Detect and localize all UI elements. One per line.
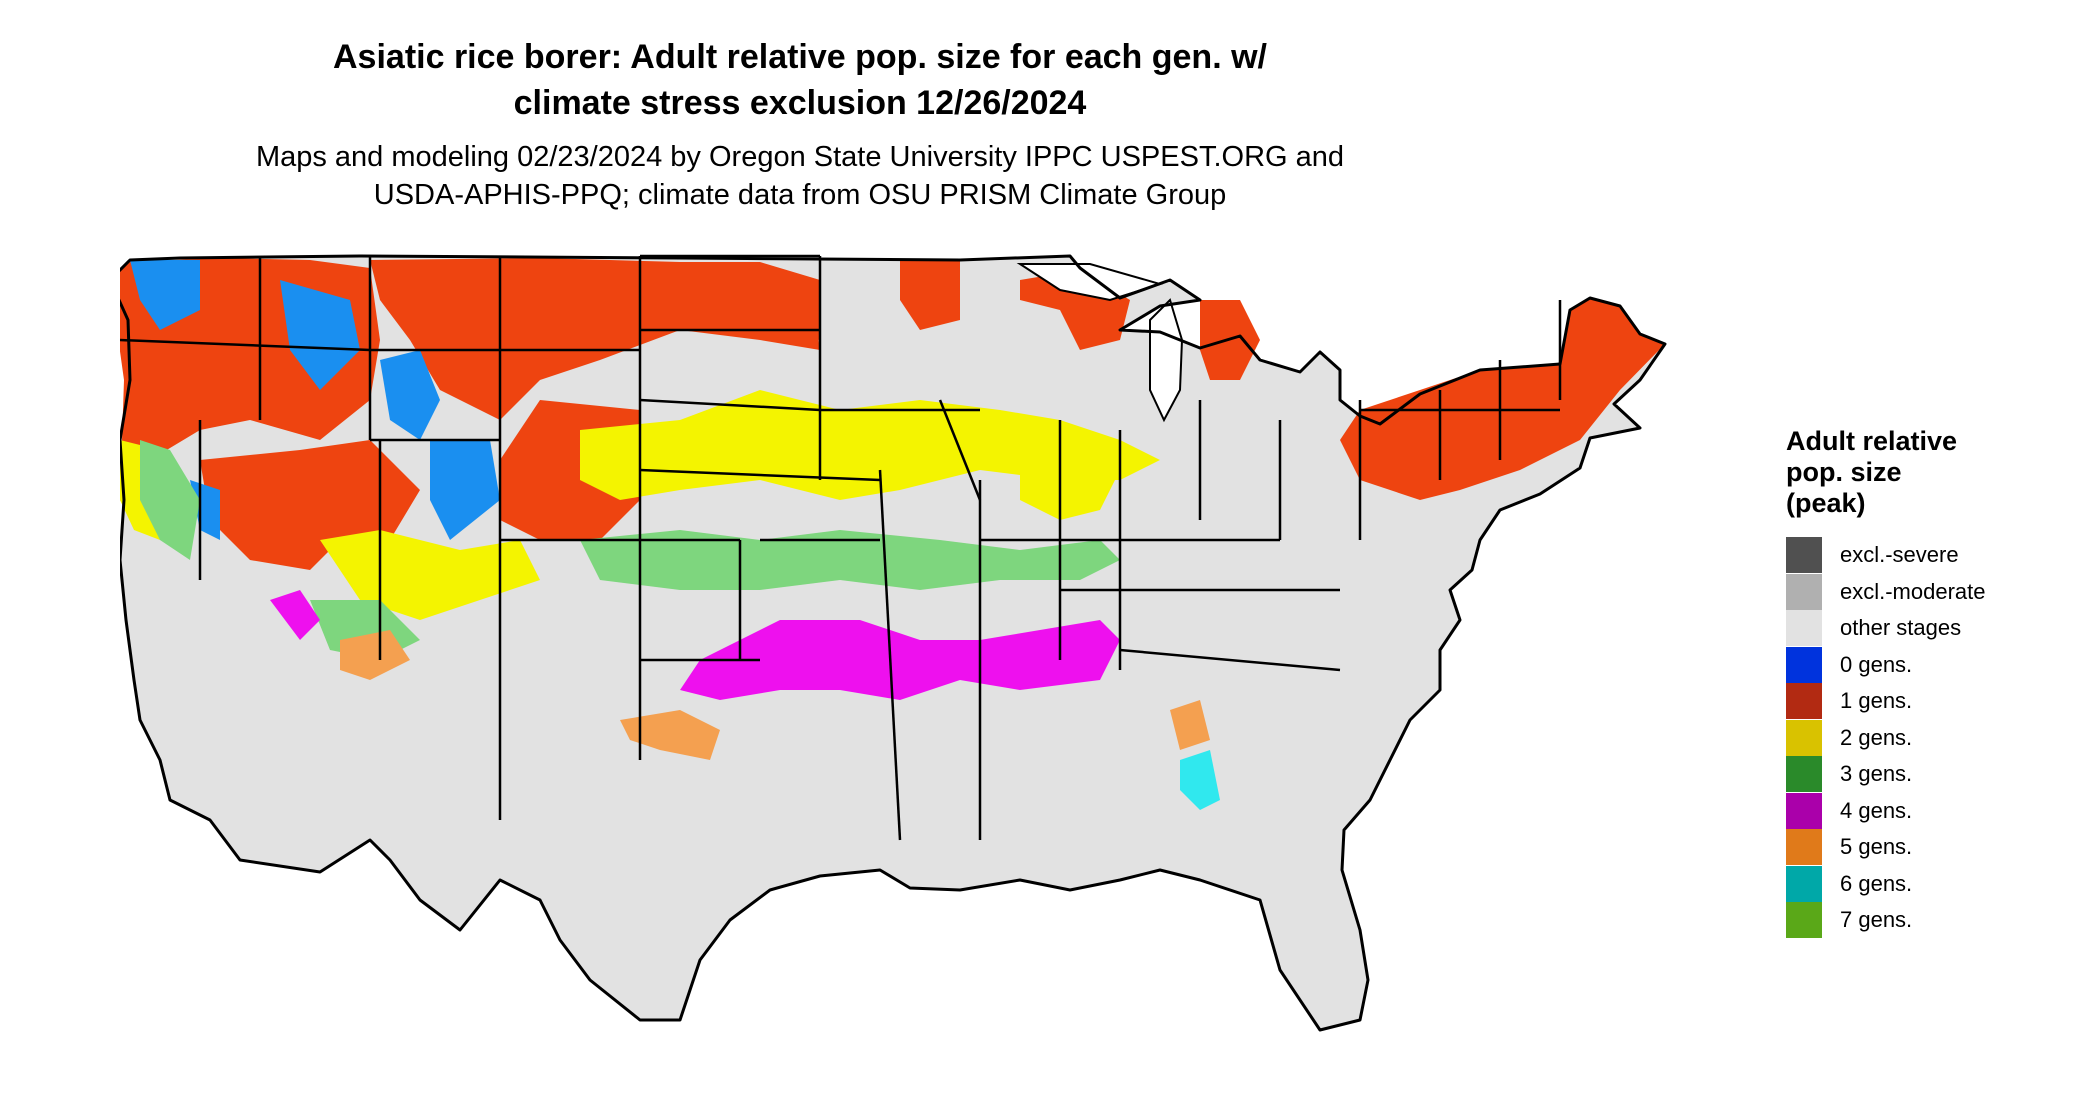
legend-label: 1 gens. bbox=[1840, 688, 1913, 714]
legend-item: 0 gens. bbox=[1786, 646, 2086, 684]
region-gen4-gulf bbox=[680, 620, 1120, 700]
legend-swatch bbox=[1786, 537, 1822, 574]
legend-swatch bbox=[1786, 865, 1822, 902]
legend-swatch bbox=[1786, 610, 1822, 647]
legend-label: 6 gens. bbox=[1840, 870, 1913, 896]
legend-item: 7 gens. bbox=[1786, 902, 2086, 939]
legend-item: excl.-moderate bbox=[1786, 573, 2086, 611]
legend-item: 4 gens. bbox=[1786, 792, 2086, 830]
region-gen5-florida bbox=[1170, 700, 1210, 750]
legend-item: 2 gens. bbox=[1786, 719, 2086, 757]
region-gen0-wyoming bbox=[380, 350, 440, 440]
legend-swatch bbox=[1786, 719, 1822, 756]
legend-items: excl.-severe excl.-moderate other stages 0 … bbox=[1786, 537, 2086, 939]
region-gen0-colorado bbox=[430, 440, 500, 540]
region-gen1-northeast bbox=[1340, 298, 1665, 500]
legend-item: excl.-severe bbox=[1786, 537, 2086, 574]
legend-swatch bbox=[1786, 683, 1822, 720]
legend-item: 6 gens. bbox=[1786, 865, 2086, 903]
title-line-2: climate stress exclusion 12/26/2024 bbox=[513, 84, 1087, 122]
region-gen2-appalachia bbox=[1020, 450, 1120, 520]
us-map bbox=[120, 254, 1667, 1032]
legend-label: 4 gens. bbox=[1840, 797, 1913, 823]
region-gen0-washington bbox=[130, 260, 200, 330]
region-gen5-arizona bbox=[340, 630, 410, 680]
title-line-1: Asiatic rice borer: Adult relative pop. … bbox=[333, 38, 1267, 76]
lake-michigan bbox=[1149, 298, 1184, 423]
legend-swatch bbox=[1786, 756, 1822, 793]
region-gen0-idaho bbox=[280, 280, 360, 390]
legend-title: Adult relative pop. size (peak) bbox=[1786, 426, 2086, 519]
legend-label: 2 gens. bbox=[1840, 724, 1913, 750]
legend-label: 7 gens. bbox=[1840, 907, 1913, 933]
legend-swatch bbox=[1786, 829, 1822, 866]
chart-title: Asiatic rice borer: Adult relative pop. … bbox=[0, 34, 1600, 126]
legend-title-line-1: Adult relative bbox=[1786, 426, 1958, 456]
legend-swatch bbox=[1786, 792, 1822, 829]
region-gen3-southern bbox=[580, 530, 1120, 590]
legend-swatch bbox=[1786, 902, 1822, 939]
legend-label: excl.-severe bbox=[1840, 542, 1959, 568]
legend-label: 3 gens. bbox=[1840, 761, 1913, 787]
legend-title-line-3: (peak) bbox=[1786, 488, 1866, 518]
legend-item: 1 gens. bbox=[1786, 683, 2086, 720]
state-borders bbox=[120, 254, 1562, 841]
map-legend: Adult relative pop. size (peak) excl.-se… bbox=[1786, 426, 2086, 939]
legend-item: other stages bbox=[1786, 610, 2086, 647]
legend-label: excl.-moderate bbox=[1840, 578, 1986, 604]
region-gen1-dakotas bbox=[640, 262, 820, 340]
legend-swatch bbox=[1786, 573, 1822, 610]
coverage-layer bbox=[120, 258, 1665, 810]
legend-label: 5 gens. bbox=[1840, 834, 1913, 860]
us-outline bbox=[120, 254, 1667, 1032]
subtitle-line-1: Maps and modeling 02/23/2024 by Oregon S… bbox=[255, 141, 1345, 173]
legend-swatch bbox=[1786, 646, 1822, 683]
subtitle-line-2: USDA-APHIS-PPQ; climate data from OSU PR… bbox=[373, 179, 1227, 211]
region-gen4-southwest bbox=[270, 590, 320, 640]
legend-title-line-2: pop. size bbox=[1786, 457, 1902, 487]
region-gen2-southwest bbox=[320, 530, 540, 620]
legend-label: other stages bbox=[1840, 615, 1962, 641]
region-gen3-california bbox=[140, 440, 200, 560]
region-gen5-texas bbox=[620, 710, 720, 760]
region-gen1-minnesota bbox=[900, 260, 960, 330]
legend-item: 3 gens. bbox=[1786, 756, 2086, 793]
legend-item: 5 gens. bbox=[1786, 829, 2086, 866]
legend-label: 0 gens. bbox=[1840, 651, 1913, 677]
region-gen0-sierra bbox=[190, 480, 220, 540]
chart-subtitle: Maps and modeling 02/23/2024 by Oregon S… bbox=[0, 138, 1600, 214]
region-gen6-florida bbox=[1180, 750, 1220, 810]
